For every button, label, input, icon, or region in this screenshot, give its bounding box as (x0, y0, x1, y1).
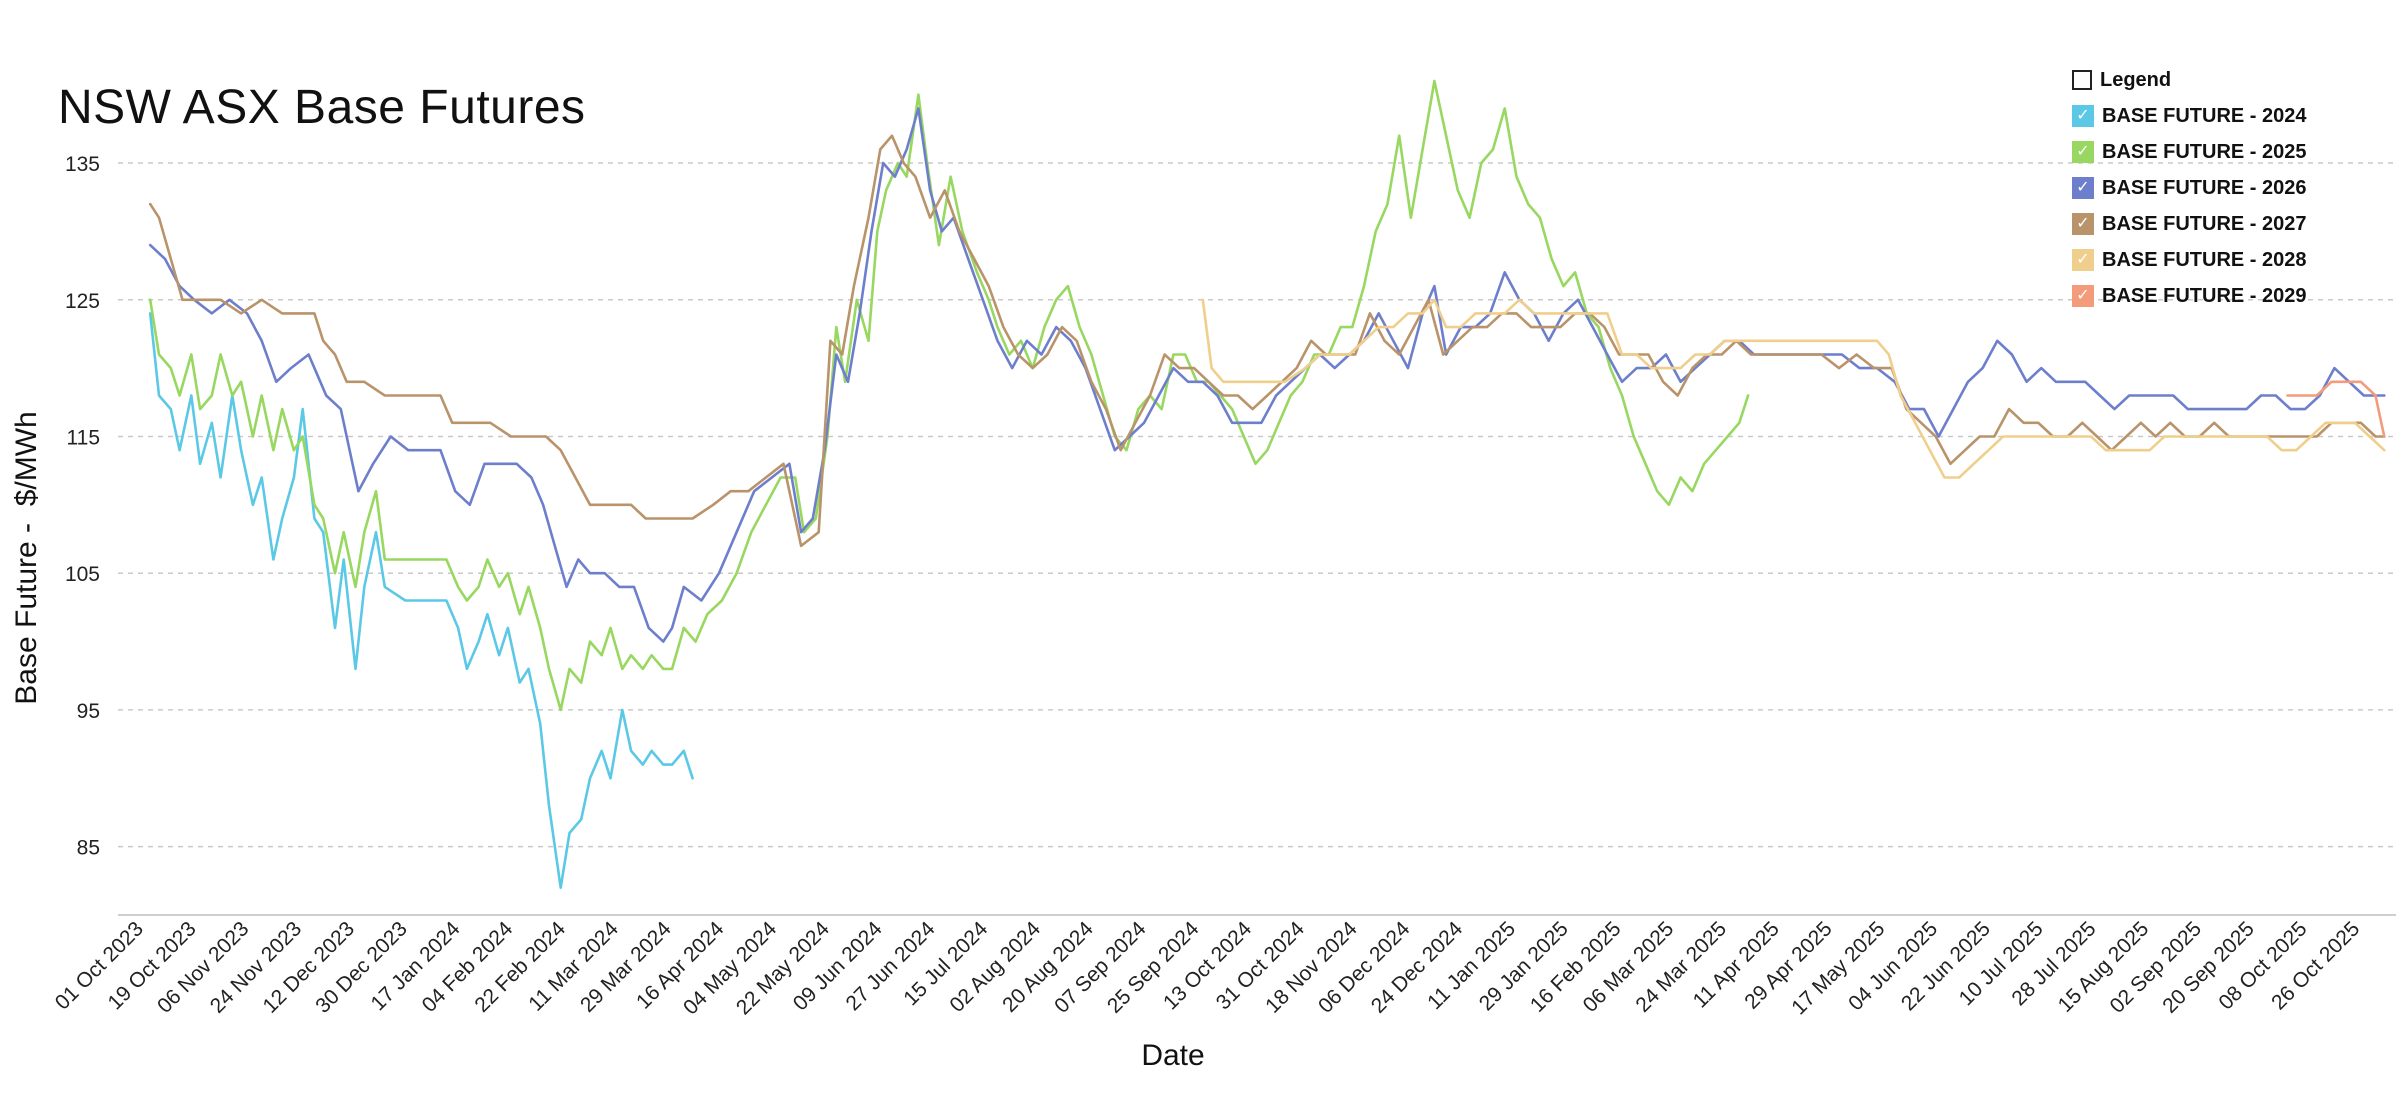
series-line-1[interactable] (148, 312, 694, 890)
checkmark-icon[interactable]: ✓ (2072, 141, 2094, 163)
series-line-4[interactable] (148, 134, 2386, 548)
y-tick-label: 125 (65, 290, 100, 313)
checkmark-icon[interactable]: ✓ (2072, 177, 2094, 199)
legend-item-label: BASE FUTURE - 2024 (2102, 104, 2307, 127)
legend-item-5[interactable]: ✓ BASE FUTURE - 2028 (2072, 242, 2372, 278)
legend-item-label: BASE FUTURE - 2029 (2102, 284, 2307, 307)
y-tick-label: 135 (65, 153, 100, 176)
legend-item-1[interactable]: ✓ BASE FUTURE - 2024 (2072, 98, 2372, 134)
legend-items: ✓ BASE FUTURE - 2024 ✓ BASE FUTURE - 2025 ✓ B… (2072, 98, 2372, 314)
series-lines (148, 79, 2386, 890)
checkmark-icon[interactable]: ✓ (2072, 249, 2094, 271)
y-tick-label: 105 (65, 563, 100, 586)
series-line-6[interactable] (2286, 380, 2386, 438)
checkmark-icon[interactable]: ✓ (2072, 213, 2094, 235)
legend-header-label: Legend (2100, 68, 2172, 91)
checkmark-icon[interactable]: ✓ (2072, 105, 2094, 127)
legend-item-label: BASE FUTURE - 2028 (2102, 248, 2307, 271)
legend-item-label: BASE FUTURE - 2026 (2102, 176, 2307, 199)
y-tick-label: 95 (77, 700, 100, 723)
legend-item-label: BASE FUTURE - 2025 (2102, 140, 2307, 163)
legend-item-3[interactable]: ✓ BASE FUTURE - 2026 (2072, 170, 2372, 206)
page-title: NSW ASX Base Futures (58, 81, 586, 134)
series-line-5[interactable] (1201, 298, 2386, 479)
gridlines (118, 162, 2396, 848)
x-axis-label: Date (1141, 1039, 1204, 1072)
y-tick-label: 115 (67, 426, 100, 449)
legend-item-label: BASE FUTURE - 2027 (2102, 212, 2307, 235)
y-tick-labels: 85 95 105 115 125 135 (65, 153, 100, 860)
checkmark-icon[interactable]: ✓ (2072, 285, 2094, 307)
series-line-3[interactable] (148, 107, 2386, 643)
legend-item-6[interactable]: ✓ BASE FUTURE - 2029 (2072, 278, 2372, 314)
legend-item-2[interactable]: ✓ BASE FUTURE - 2025 (2072, 134, 2372, 170)
legend-item-4[interactable]: ✓ BASE FUTURE - 2027 (2072, 206, 2372, 242)
legend-header[interactable]: Legend (2072, 62, 2372, 98)
y-tick-label: 85 (77, 837, 100, 860)
legend-checkbox[interactable] (2072, 70, 2092, 90)
y-axis-label: Base Future - $/MWh (10, 411, 43, 704)
legend: Legend ✓ BASE FUTURE - 2024 ✓ BASE FUTURE -… (2072, 62, 2372, 314)
